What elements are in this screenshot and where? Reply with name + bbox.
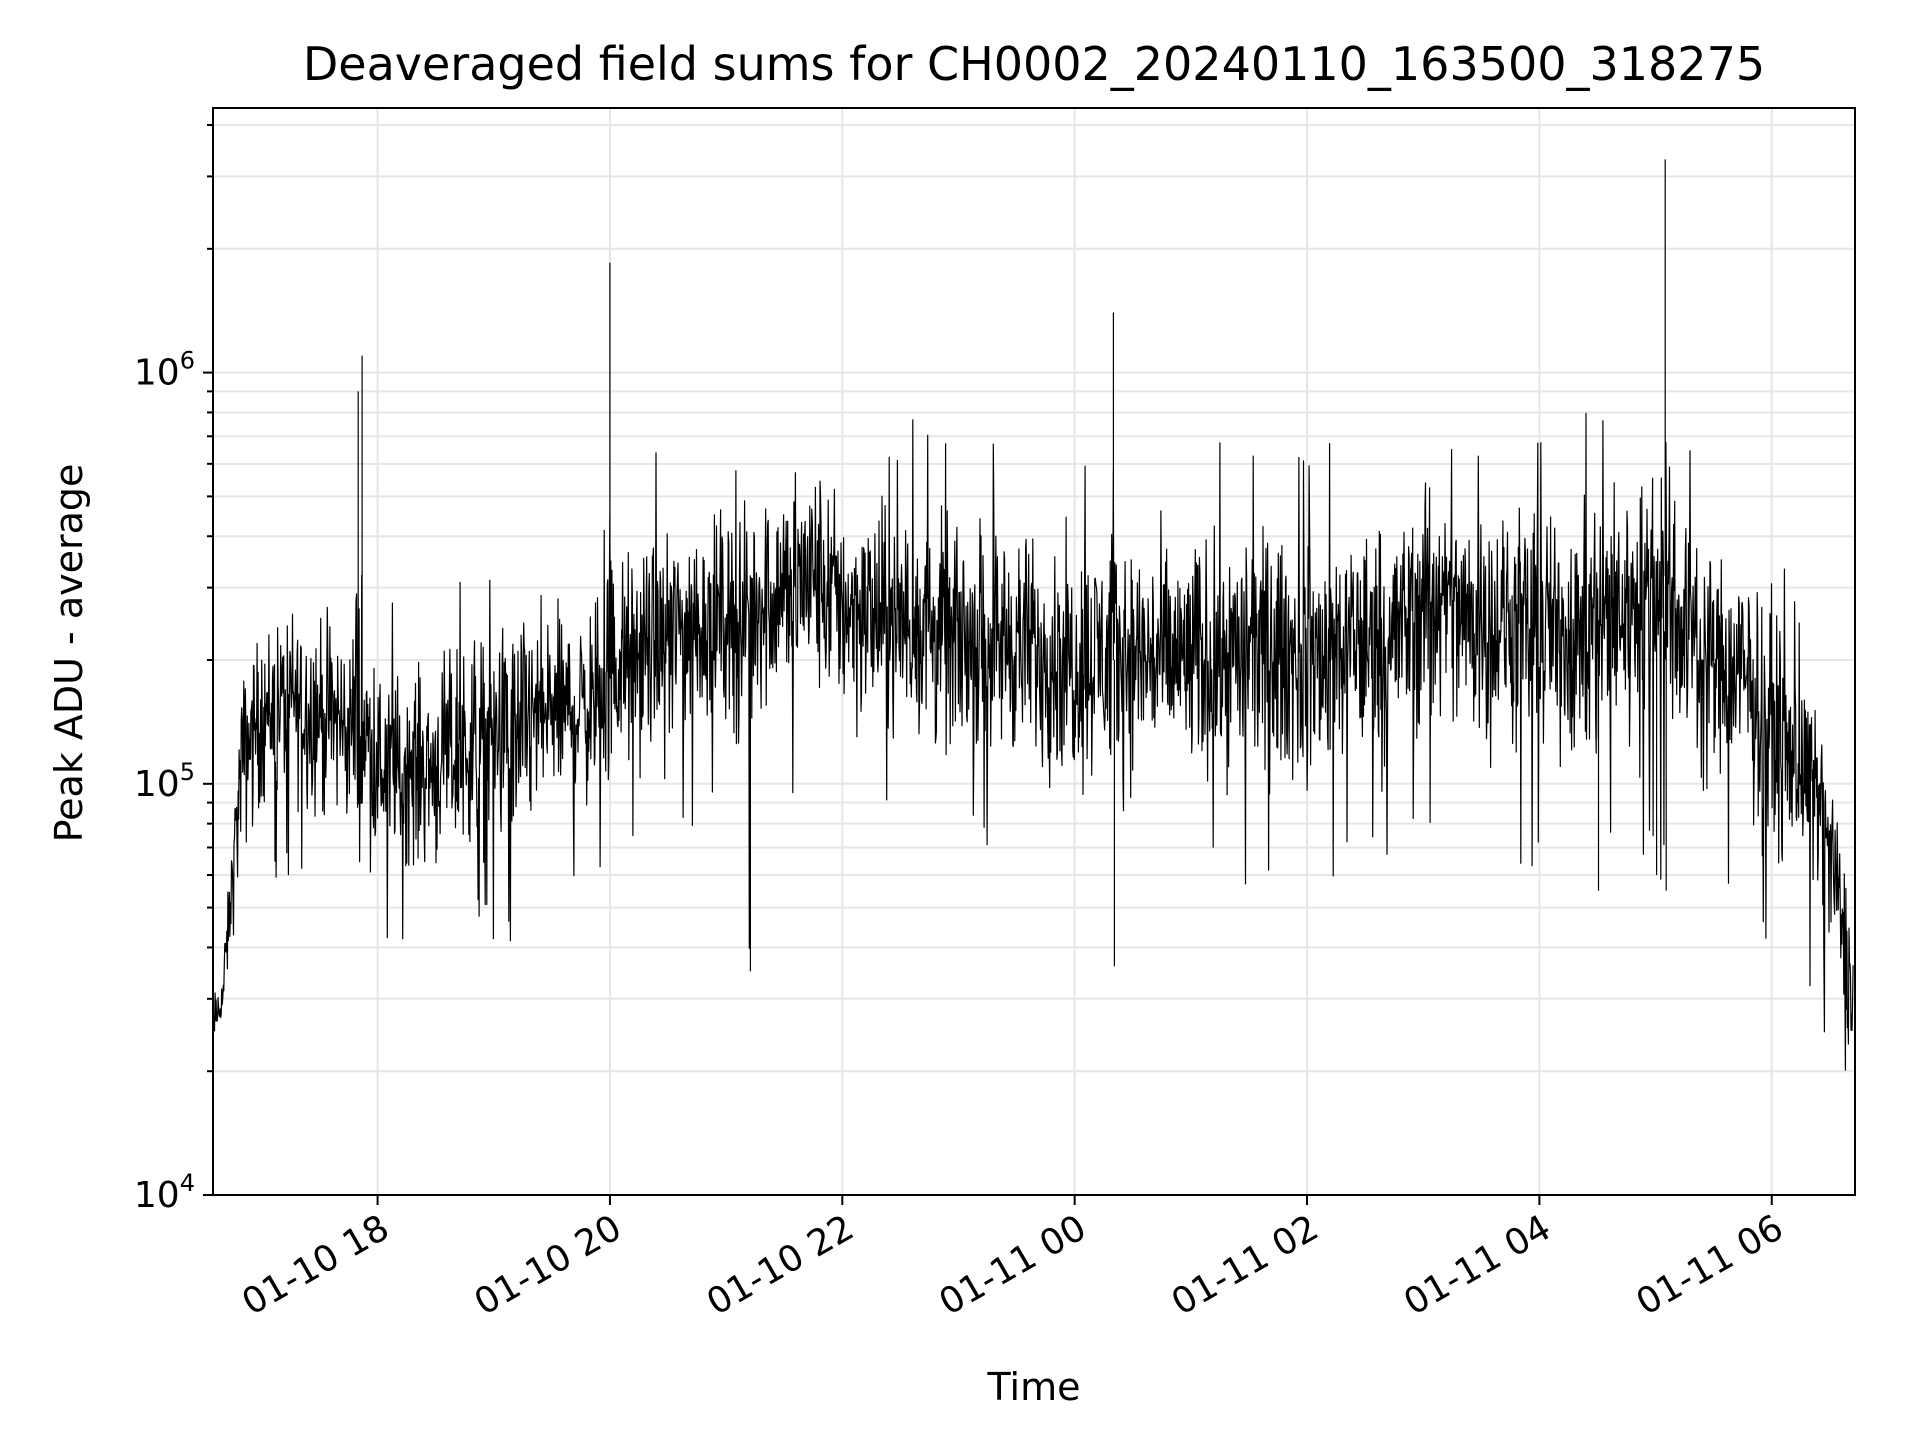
y-tick-label: 106 (134, 347, 195, 394)
y-tick-label: 104 (134, 1169, 195, 1216)
chart-title: Deaveraged field sums for CH0002_2024011… (303, 37, 1765, 91)
y-axis-label: Peak ADU - average (47, 464, 91, 843)
series-group (212, 159, 1854, 1071)
y-tick-label: 105 (134, 758, 195, 805)
series-line (212, 159, 1854, 1071)
plot-frame (212, 107, 1856, 1196)
x-axis-label: Time (987, 1365, 1081, 1409)
y-axis: 104 105 106 (134, 124, 213, 1216)
